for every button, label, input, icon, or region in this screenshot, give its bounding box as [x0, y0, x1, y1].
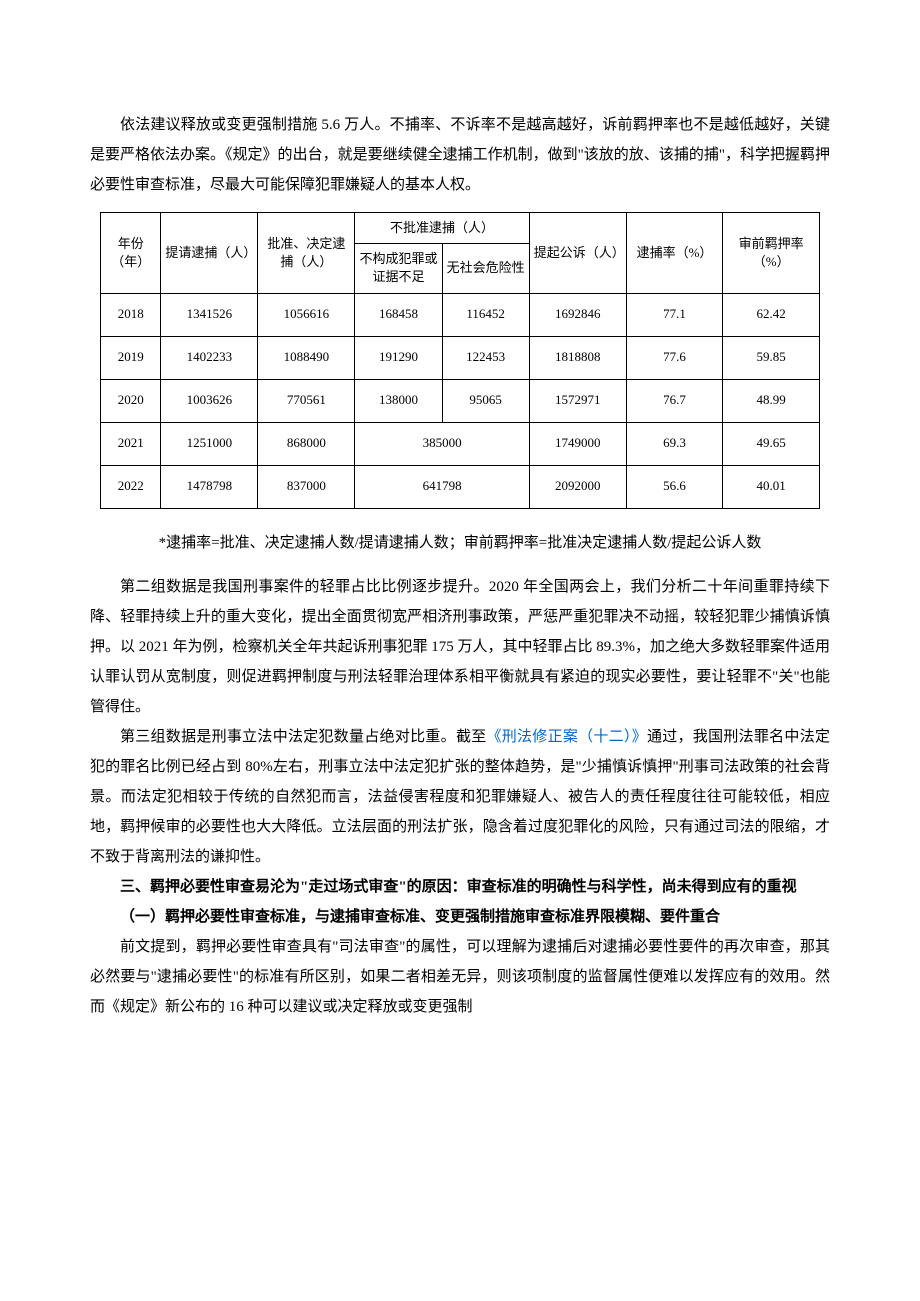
col-detention-rate: 审前羁押率（%）	[723, 213, 820, 294]
cell-year: 2022	[101, 465, 161, 508]
table-row: 201914022331088490191290122453181880877.…	[101, 336, 820, 379]
paragraph-4: 前文提到，羁押必要性审查具有"司法审查"的属性，可以理解为逮捕后对逮捕必要性要件…	[90, 932, 830, 1022]
cell-prosecute: 1692846	[529, 293, 626, 336]
cell-detention-rate: 40.01	[723, 465, 820, 508]
section-heading-3: 三、羁押必要性审查易沦为"走过场式审查"的原因：审查标准的明确性与科学性，尚未得…	[90, 872, 830, 902]
subsection-heading-3-1: （一）羁押必要性审查标准，与逮捕审查标准、变更强制措施审查标准界限模糊、要件重合	[90, 902, 830, 932]
cell-prosecute: 2092000	[529, 465, 626, 508]
cell-year: 2020	[101, 379, 161, 422]
table-row: 201813415261056616168458116452169284677.…	[101, 293, 820, 336]
table-row: 20221478798837000641798209200056.640.01	[101, 465, 820, 508]
cell-not-crime: 138000	[355, 379, 442, 422]
cell-no-danger: 122453	[442, 336, 529, 379]
cell-prosecute: 1749000	[529, 422, 626, 465]
document-page: 依法建议释放或变更强制措施 5.6 万人。不捕率、不诉率不是越高越好，诉前羁押率…	[0, 0, 920, 1082]
cell-approve: 1088490	[258, 336, 355, 379]
cell-year: 2021	[101, 422, 161, 465]
paragraph-1: 依法建议释放或变更强制措施 5.6 万人。不捕率、不诉率不是越高越好，诉前羁押率…	[90, 110, 830, 200]
cell-no-danger: 116452	[442, 293, 529, 336]
paragraph-2: 第二组数据是我国刑事案件的轻罪占比比例逐步提升。2020 年全国两会上，我们分析…	[90, 572, 830, 722]
col-request: 提请逮捕（人）	[161, 213, 258, 294]
table-body: 201813415261056616168458116452169284677.…	[101, 293, 820, 508]
cell-not-crime: 168458	[355, 293, 442, 336]
cell-detention-rate: 48.99	[723, 379, 820, 422]
cell-approve: 770561	[258, 379, 355, 422]
col-not-crime: 不构成犯罪或证据不足	[355, 244, 442, 293]
cell-approve: 1056616	[258, 293, 355, 336]
table-row: 2020100362677056113800095065157297176.74…	[101, 379, 820, 422]
cell-year: 2018	[101, 293, 161, 336]
cell-request: 1341526	[161, 293, 258, 336]
cell-not-crime: 191290	[355, 336, 442, 379]
col-approve: 批准、决定逮捕（人）	[258, 213, 355, 294]
cell-detention-rate: 62.42	[723, 293, 820, 336]
cell-request: 1003626	[161, 379, 258, 422]
arrest-statistics-table: 年份（年） 提请逮捕（人） 批准、决定逮捕（人） 不批准逮捕（人） 提起公诉（人…	[100, 212, 820, 509]
cell-arrest-rate: 77.1	[626, 293, 723, 336]
cell-request: 1478798	[161, 465, 258, 508]
paragraph-3: 第三组数据是刑事立法中法定犯数量占绝对比重。截至《刑法修正案（十二）》通过，我国…	[90, 722, 830, 872]
table-footnote: *逮捕率=批准、决定逮捕人数/提请逮捕人数；审前羁押率=批准决定逮捕人数/提起公…	[90, 527, 830, 560]
cell-arrest-rate: 56.6	[626, 465, 723, 508]
cell-no-danger: 95065	[442, 379, 529, 422]
cell-prosecute: 1818808	[529, 336, 626, 379]
cell-not-approve-merged: 385000	[355, 422, 529, 465]
cell-prosecute: 1572971	[529, 379, 626, 422]
cell-request: 1402233	[161, 336, 258, 379]
table-header: 年份（年） 提请逮捕（人） 批准、决定逮捕（人） 不批准逮捕（人） 提起公诉（人…	[101, 213, 820, 294]
cell-approve: 837000	[258, 465, 355, 508]
col-prosecute: 提起公诉（人）	[529, 213, 626, 294]
col-arrest-rate: 逮捕率（%）	[626, 213, 723, 294]
cell-detention-rate: 59.85	[723, 336, 820, 379]
col-not-approve: 不批准逮捕（人）	[355, 213, 529, 244]
cell-request: 1251000	[161, 422, 258, 465]
cell-year: 2019	[101, 336, 161, 379]
cell-detention-rate: 49.65	[723, 422, 820, 465]
col-no-danger: 无社会危险性	[442, 244, 529, 293]
law-amendment-link[interactable]: 《刑法修正案（十二）》	[487, 729, 647, 745]
cell-arrest-rate: 76.7	[626, 379, 723, 422]
cell-arrest-rate: 69.3	[626, 422, 723, 465]
p3-text-a: 第三组数据是刑事立法中法定犯数量占绝对比重。截至	[120, 729, 487, 745]
cell-not-approve-merged: 641798	[355, 465, 529, 508]
p3-text-b: 通过，我国刑法罪名中法定犯的罪名比例已经占到 80%左右，刑事立法中法定犯扩张的…	[90, 729, 830, 865]
table-row: 20211251000868000385000174900069.349.65	[101, 422, 820, 465]
col-year: 年份（年）	[101, 213, 161, 294]
cell-approve: 868000	[258, 422, 355, 465]
cell-arrest-rate: 77.6	[626, 336, 723, 379]
